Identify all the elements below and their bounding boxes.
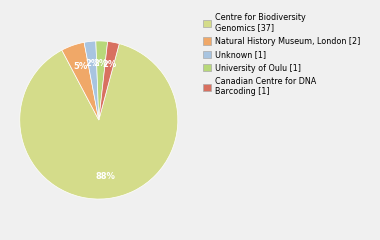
Wedge shape — [99, 42, 119, 120]
Wedge shape — [62, 42, 99, 120]
Wedge shape — [20, 44, 178, 199]
Text: 2%: 2% — [94, 59, 108, 68]
Text: 2%: 2% — [102, 60, 117, 69]
Text: 88%: 88% — [95, 172, 115, 181]
Legend: Centre for Biodiversity
Genomics [37], Natural History Museum, London [2], Unkno: Centre for Biodiversity Genomics [37], N… — [202, 11, 362, 98]
Wedge shape — [84, 41, 99, 120]
Text: 2%: 2% — [85, 59, 100, 68]
Text: 5%: 5% — [73, 62, 87, 71]
Wedge shape — [96, 41, 108, 120]
